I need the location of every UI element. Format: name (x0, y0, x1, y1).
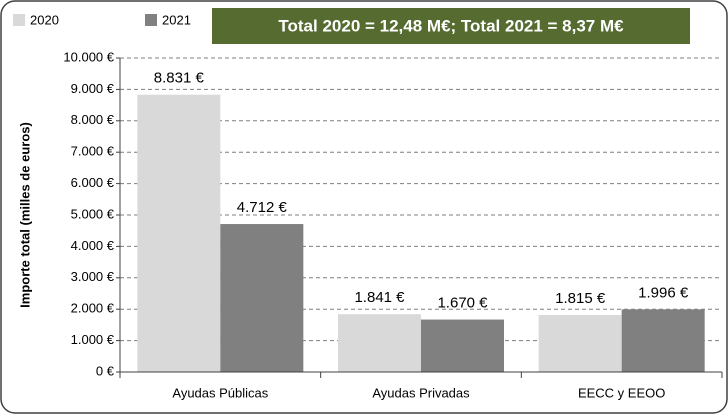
bar (338, 314, 421, 372)
y-tick-label: 10.000 € (63, 49, 114, 64)
bar (137, 94, 221, 372)
value-label: 8.831 € (154, 70, 205, 87)
y-tick-label: 1.000 € (71, 332, 115, 347)
legend-swatch (145, 14, 157, 26)
value-label: 1.996 € (638, 284, 689, 301)
x-tick-label: Ayudas Privadas (372, 385, 470, 400)
legend-label: 2020 (30, 12, 59, 27)
y-axis-label: Importe total (milles de euros) (17, 122, 32, 308)
value-label: 1.815 € (555, 290, 606, 307)
value-label: 4.712 € (237, 199, 288, 216)
bar (421, 319, 504, 372)
chart-title: Total 2020 = 12,48 M€; Total 2021 = 8,37… (278, 16, 624, 35)
x-tick-label: Ayudas Públicas (172, 385, 268, 400)
value-label: 1.841 € (354, 289, 405, 306)
y-tick-label: 0 € (96, 363, 115, 378)
bar (621, 309, 705, 372)
y-tick-label: 5.000 € (71, 206, 115, 221)
y-tick-label: 2.000 € (71, 301, 115, 316)
y-tick-label: 7.000 € (71, 144, 115, 159)
title-box (212, 8, 690, 44)
y-tick-label: 8.000 € (71, 112, 115, 127)
x-tick-label: EECC y EEOO (578, 385, 665, 400)
legend-label: 2021 (162, 12, 191, 27)
bar (220, 224, 304, 372)
legend-swatch (13, 14, 25, 26)
value-label: 1.670 € (437, 295, 488, 312)
y-tick-label: 9.000 € (71, 81, 115, 96)
y-tick-label: 4.000 € (71, 238, 115, 253)
bar (538, 315, 622, 372)
y-tick-label: 6.000 € (71, 175, 115, 190)
y-tick-label: 3.000 € (71, 269, 115, 284)
